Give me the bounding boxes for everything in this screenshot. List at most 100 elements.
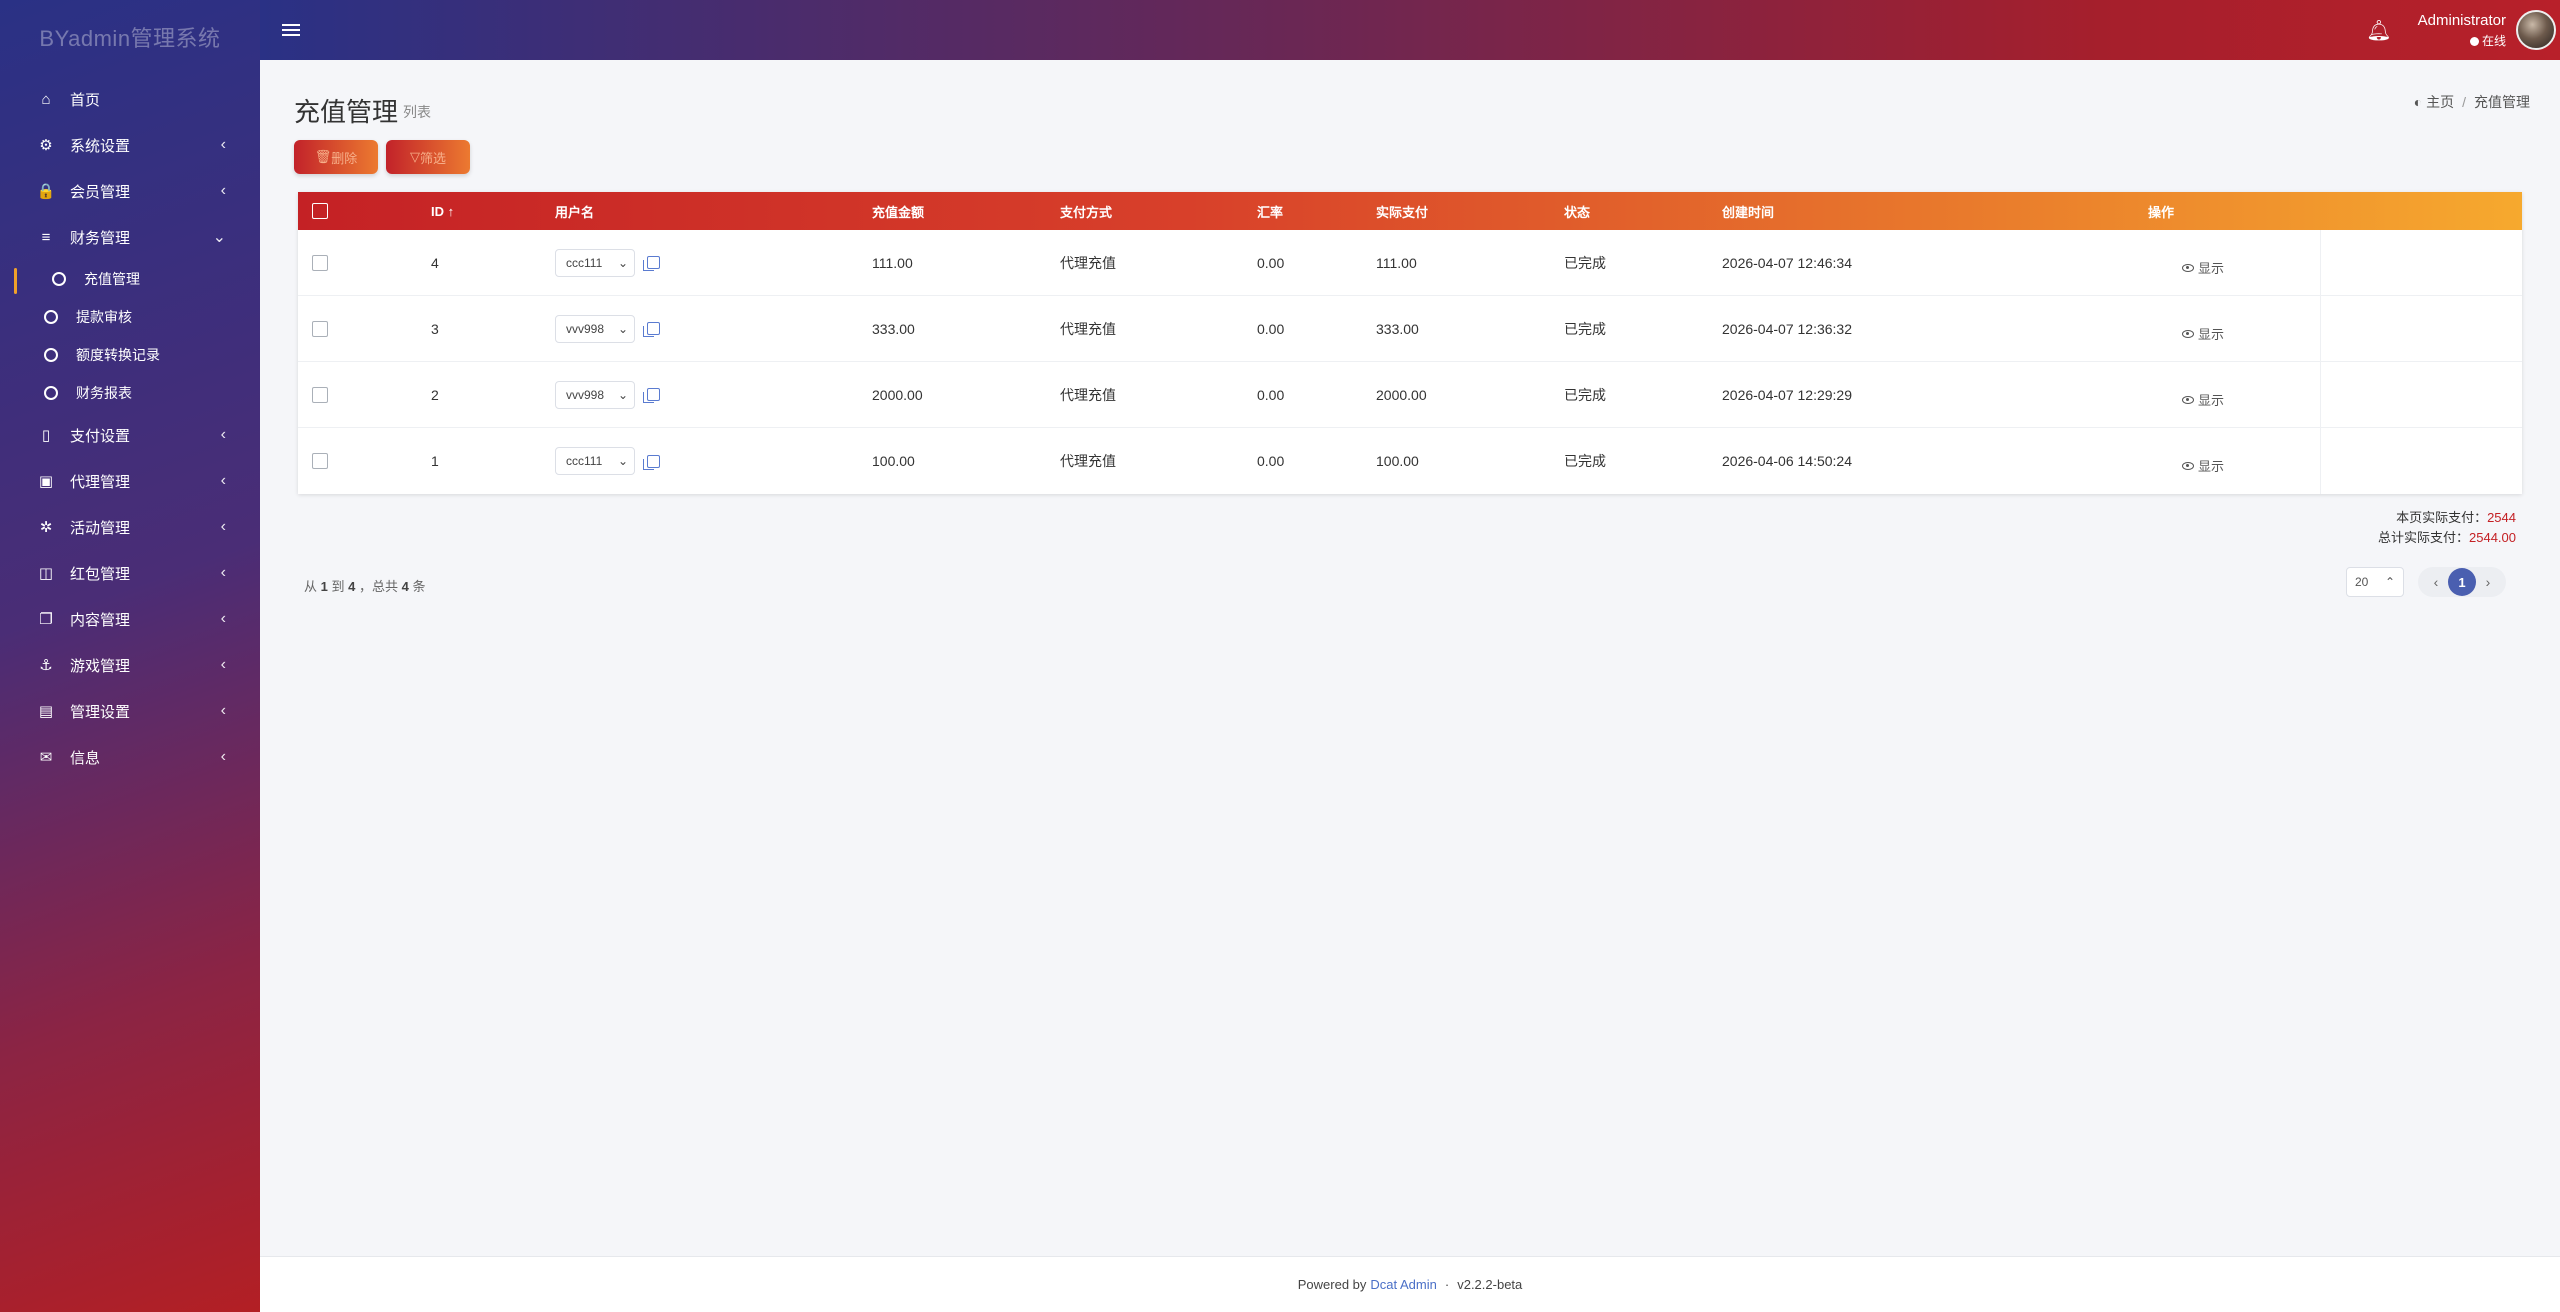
- user-menu[interactable]: Administrator 在线: [2418, 12, 2506, 49]
- database-icon: ≡: [41, 228, 51, 246]
- id-card-icon: ▣: [38, 473, 54, 490]
- cell-pay-method: 代理充值: [1060, 386, 1116, 403]
- totals-summary: 本页实际支付：2544 总计实际支付：2544.00: [2378, 508, 2516, 548]
- header-id[interactable]: ID ↑: [431, 203, 455, 219]
- sidebar-item-members[interactable]: 🔒 会员管理 ‹: [0, 168, 260, 214]
- main-content: 充值管理 列表 ◐ 主页 / 充值管理 🗑︎ 删除 ▽ 筛选 ID ↑ 用户名 充值…: [260, 60, 2560, 1256]
- circle-icon: [52, 272, 66, 286]
- header-status: 状态: [1564, 204, 1591, 220]
- lock-icon: 🔒: [36, 183, 56, 200]
- user-name: Administrator: [2417, 11, 2506, 29]
- chevron-left-icon: ‹: [220, 136, 226, 153]
- user-select[interactable]: ccc111 ⌄: [555, 248, 635, 277]
- avatar[interactable]: [2516, 10, 2556, 50]
- cell-created: 2026-04-07 12:36:32: [1722, 320, 1852, 337]
- sidebar-subitem-label: 财务报表: [76, 385, 132, 401]
- sidebar-subitem-withdraw-review[interactable]: 提款审核: [0, 298, 260, 336]
- grand-total-label: 总计实际支付：: [2377, 530, 2469, 545]
- show-link[interactable]: 显示: [2182, 324, 2224, 343]
- bell-icon[interactable]: 🔔︎: [2366, 19, 2392, 42]
- sidebar-item-label: 代理管理: [70, 473, 131, 491]
- cell-actual: 333.00: [1376, 320, 1419, 337]
- chevron-down-icon: ⌄: [617, 387, 628, 402]
- user-select[interactable]: vvv998 ⌄: [555, 314, 635, 343]
- sidebar-item-label: 活动管理: [70, 519, 131, 537]
- eye-icon: [2182, 395, 2194, 404]
- cell-rate: 0.00: [1257, 386, 1285, 403]
- show-link[interactable]: 显示: [2182, 390, 2224, 409]
- cell-id: 4: [431, 254, 439, 271]
- filter-button[interactable]: ▽ 筛选: [386, 140, 470, 174]
- select-all-checkbox[interactable]: [312, 203, 328, 219]
- dcat-admin-link[interactable]: Dcat Admin: [1370, 1277, 1437, 1292]
- sidebar-item-activities[interactable]: ✲ 活动管理 ‹: [0, 504, 260, 550]
- cell-amount: 2000.00: [872, 386, 923, 403]
- eye-icon: [2182, 461, 2194, 470]
- data-table: ID ↑ 用户名 充值金额 支付方式 汇率 实际支付 状态 创建时间 操作 4 …: [298, 192, 2522, 494]
- sort-arrow-icon: ↑: [447, 203, 455, 219]
- cell-status: 已完成: [1564, 386, 1606, 403]
- row-checkbox[interactable]: [312, 254, 328, 271]
- chevron-left-icon: ‹: [220, 748, 226, 765]
- eye-icon: [2182, 263, 2194, 272]
- sidebar-item-label: 支付设置: [70, 427, 131, 445]
- sidebar-item-label: 系统设置: [70, 137, 131, 155]
- sidebar-item-content[interactable]: ❐ 内容管理 ‹: [0, 596, 260, 642]
- copy-icon[interactable]: [643, 388, 660, 403]
- sidebar-item-payment-settings[interactable]: ▯ 支付设置 ‹: [0, 412, 260, 458]
- cell-id: 1: [431, 453, 439, 469]
- per-page-select[interactable]: 20 ⌃: [2346, 567, 2404, 597]
- pagination-summary: 从 1 到 4 ，总共 4 条: [304, 579, 426, 594]
- sidebar: BYadmin管理系统 ⌂ 首页 ⚙ 系统设置 ‹ 🔒 会员管理 ‹ ≡ 财务管…: [0, 0, 260, 1312]
- sidebar-item-messages[interactable]: ✉ 信息 ‹: [0, 734, 260, 780]
- circle-icon: [44, 310, 58, 324]
- next-page-button[interactable]: ›: [2485, 574, 2491, 590]
- copy-icon[interactable]: [643, 322, 660, 337]
- sidebar-item-agents[interactable]: ▣ 代理管理 ‹: [0, 458, 260, 504]
- sidebar-subitem-finance-report[interactable]: 财务报表: [0, 374, 260, 412]
- sidebar-item-admin-settings[interactable]: ▤ 管理设置 ‹: [0, 688, 260, 734]
- sidebar-item-system-settings[interactable]: ⚙ 系统设置 ‹: [0, 122, 260, 168]
- menu-toggle-icon[interactable]: [282, 21, 300, 39]
- brand-logo[interactable]: BYadmin管理系统: [39, 26, 221, 51]
- user-select[interactable]: vvv998 ⌄: [555, 380, 635, 409]
- cell-rate: 0.00: [1257, 254, 1285, 271]
- cell-id: 3: [431, 320, 439, 337]
- show-link[interactable]: 显示: [2182, 258, 2224, 277]
- chevron-down-icon: ⌄: [617, 321, 628, 336]
- copy-icon[interactable]: [643, 454, 660, 470]
- copy-icon[interactable]: [643, 256, 660, 271]
- cell-created: 2026-04-07 12:29:29: [1722, 386, 1852, 403]
- home-icon: ⌂: [41, 90, 51, 108]
- page-number-button[interactable]: 1: [2448, 568, 2476, 596]
- breadcrumb-home[interactable]: ◐ 主页: [2413, 94, 2455, 110]
- page-subtitle: 列表: [403, 104, 431, 120]
- prev-page-button[interactable]: ‹: [2433, 574, 2439, 590]
- show-link[interactable]: 显示: [2182, 456, 2224, 475]
- table-row: 3 vvv998 ⌄ 333.00 代理充值 0.00 333.00 已完成 20…: [298, 296, 2522, 362]
- delete-button[interactable]: 🗑︎ 删除: [294, 140, 378, 174]
- sidebar-item-label: 会员管理: [70, 183, 131, 201]
- chevron-down-icon: ⌄: [212, 229, 226, 246]
- row-checkbox[interactable]: [312, 320, 328, 337]
- cell-amount: 111.00: [872, 254, 913, 271]
- chevron-down-icon: ⌄: [617, 454, 628, 468]
- cell-created: 2026-04-06 14:50:24: [1722, 453, 1852, 469]
- header-username: 用户名: [555, 204, 595, 220]
- cell-id: 2: [431, 386, 439, 403]
- sidebar-item-finance[interactable]: ≡ 财务管理 ⌄: [0, 214, 260, 260]
- sidebar-item-red-packets[interactable]: ◫ 红包管理 ‹: [0, 550, 260, 596]
- sidebar-subitem-quota-transfer[interactable]: 额度转换记录: [0, 336, 260, 374]
- sidebar-item-games[interactable]: ⚓ 游戏管理 ‹: [0, 642, 260, 688]
- grand-total-value: 2544.00: [2469, 530, 2516, 545]
- copy-icon: ❐: [39, 611, 53, 628]
- row-checkbox[interactable]: [312, 386, 328, 403]
- circle-icon: [44, 348, 58, 362]
- chevron-left-icon: ‹: [220, 656, 226, 673]
- user-select[interactable]: ccc111 ⌄: [555, 447, 635, 475]
- row-checkbox[interactable]: [312, 453, 328, 469]
- header-pay-method: 支付方式: [1060, 204, 1113, 220]
- topbar: 🔔︎ Administrator 在线: [260, 0, 2560, 60]
- sidebar-subitem-recharge[interactable]: 充值管理: [0, 260, 260, 298]
- sidebar-item-home[interactable]: ⌂ 首页: [0, 76, 260, 122]
